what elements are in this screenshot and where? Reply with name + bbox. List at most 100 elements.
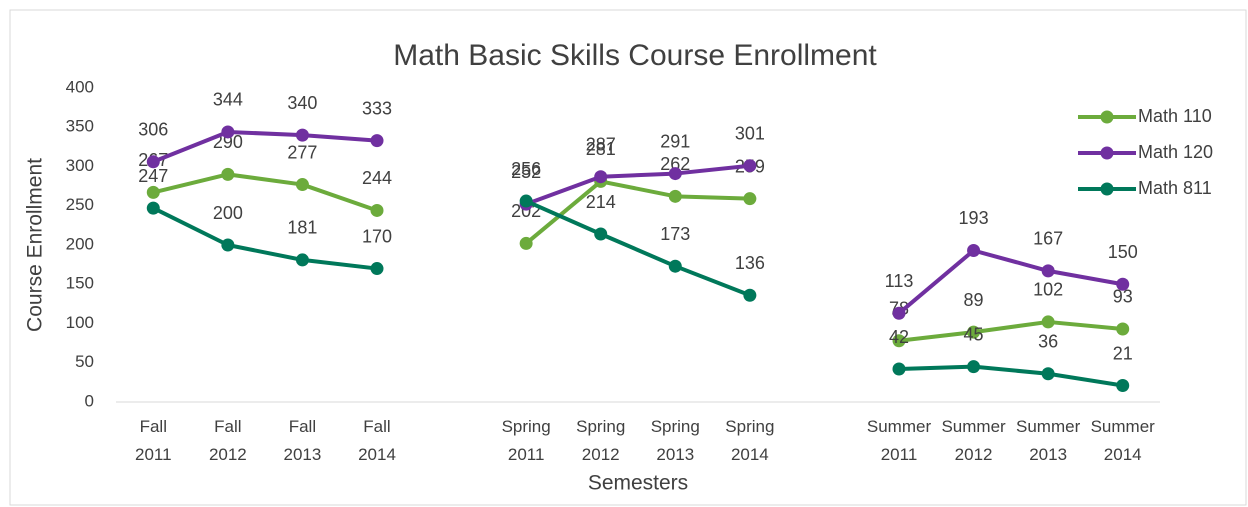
data-label: 214 xyxy=(586,192,616,212)
marker xyxy=(295,178,309,192)
data-label: 136 xyxy=(735,253,765,273)
data-label: 36 xyxy=(1038,331,1058,351)
x-tick-label: Summer 2013 xyxy=(1016,417,1081,464)
marker xyxy=(221,167,235,181)
legend-marker xyxy=(1100,110,1114,124)
data-label: 256 xyxy=(511,159,541,179)
marker xyxy=(1041,315,1055,329)
chart-border xyxy=(9,9,1247,506)
data-label: 170 xyxy=(362,226,392,246)
data-label: 287 xyxy=(586,134,616,154)
data-label: 42 xyxy=(889,327,909,347)
marker xyxy=(370,203,384,217)
series-line xyxy=(152,199,1124,388)
marker xyxy=(892,306,906,320)
y-tick-label: 100 xyxy=(66,313,94,332)
legend-label: Math 110 xyxy=(1138,106,1212,126)
marker xyxy=(146,185,160,199)
marker xyxy=(1041,264,1055,278)
chart-title: Math Basic Skills Course Enrollment xyxy=(393,39,877,72)
y-tick-label: 350 xyxy=(66,117,94,136)
x-tick-label: Spring 2012 xyxy=(576,417,625,464)
data-label: 252 xyxy=(511,162,541,182)
y-tick-label: 150 xyxy=(66,274,94,293)
legend-label: Math 811 xyxy=(1138,178,1212,198)
marker xyxy=(594,170,608,184)
data-label: 113 xyxy=(885,271,914,291)
marker xyxy=(1041,367,1055,381)
legend-marker xyxy=(1100,182,1114,196)
marker xyxy=(221,238,235,252)
marker xyxy=(519,194,533,208)
data-label: 102 xyxy=(1033,280,1063,300)
series-line xyxy=(152,172,1123,343)
marker xyxy=(519,236,533,250)
marker xyxy=(221,125,235,139)
x-tick-label: Summer 2012 xyxy=(941,417,1006,464)
y-tick-label: 50 xyxy=(75,352,94,371)
marker xyxy=(295,128,309,142)
y-tick-label: 300 xyxy=(66,156,94,175)
marker xyxy=(370,134,384,148)
marker xyxy=(967,360,981,374)
marker xyxy=(967,325,981,339)
data-label: 89 xyxy=(964,290,984,310)
data-label: 291 xyxy=(660,131,690,151)
data-label: 344 xyxy=(213,90,243,110)
x-tick-label: Spring 2011 xyxy=(502,417,551,464)
x-tick-label: Fall 2014 xyxy=(358,417,396,464)
data-label: 173 xyxy=(660,224,690,244)
x-tick-label: Spring 2014 xyxy=(725,417,774,464)
data-label: 306 xyxy=(138,120,168,140)
marker xyxy=(1116,379,1130,393)
marker xyxy=(668,189,682,203)
data-label: 193 xyxy=(959,208,989,228)
marker xyxy=(146,201,160,215)
marker xyxy=(146,155,160,169)
x-tick-label: Fall 2013 xyxy=(284,417,322,464)
data-label: 247 xyxy=(138,166,168,186)
legend-label: Math 120 xyxy=(1138,142,1213,162)
x-tick-label: Summer 2011 xyxy=(867,417,932,464)
data-label: 244 xyxy=(362,168,392,188)
marker xyxy=(1116,277,1130,291)
marker xyxy=(668,167,682,181)
marker xyxy=(967,243,981,257)
data-label: 21 xyxy=(1113,343,1133,363)
data-label: 150 xyxy=(1108,242,1138,262)
marker xyxy=(743,192,757,206)
x-tick-label: Fall 2011 xyxy=(135,417,172,464)
data-label: 333 xyxy=(362,98,392,118)
legend-marker xyxy=(1100,146,1114,160)
marker xyxy=(892,334,906,348)
marker xyxy=(370,262,384,276)
marker xyxy=(594,227,608,241)
x-axis-title: Semesters xyxy=(588,472,688,495)
marker xyxy=(668,259,682,273)
data-label: 45 xyxy=(964,324,984,344)
x-tick-label: Summer 2014 xyxy=(1091,417,1156,464)
series-line xyxy=(152,129,1124,315)
marker xyxy=(1116,322,1130,336)
data-label: 167 xyxy=(1033,229,1063,249)
y-tick-label: 200 xyxy=(66,234,94,253)
data-label: 301 xyxy=(735,123,765,143)
marker xyxy=(295,253,309,267)
y-axis-title: Course Enrollment xyxy=(24,158,47,332)
y-tick-label: 400 xyxy=(66,77,94,96)
y-tick-label: 250 xyxy=(66,195,94,214)
data-label: 277 xyxy=(287,142,317,162)
data-label: 200 xyxy=(213,203,243,223)
data-label: 340 xyxy=(287,93,317,113)
data-label: 281 xyxy=(586,139,616,159)
marker xyxy=(892,362,906,376)
marker xyxy=(743,159,757,173)
data-label: 262 xyxy=(660,154,690,174)
x-tick-label: Fall 2012 xyxy=(209,417,247,464)
data-label: 181 xyxy=(287,218,317,238)
x-tick-label: Spring 2013 xyxy=(651,417,700,464)
y-tick-label: 0 xyxy=(85,391,94,410)
marker xyxy=(743,288,757,302)
data-label: 93 xyxy=(1113,287,1133,307)
